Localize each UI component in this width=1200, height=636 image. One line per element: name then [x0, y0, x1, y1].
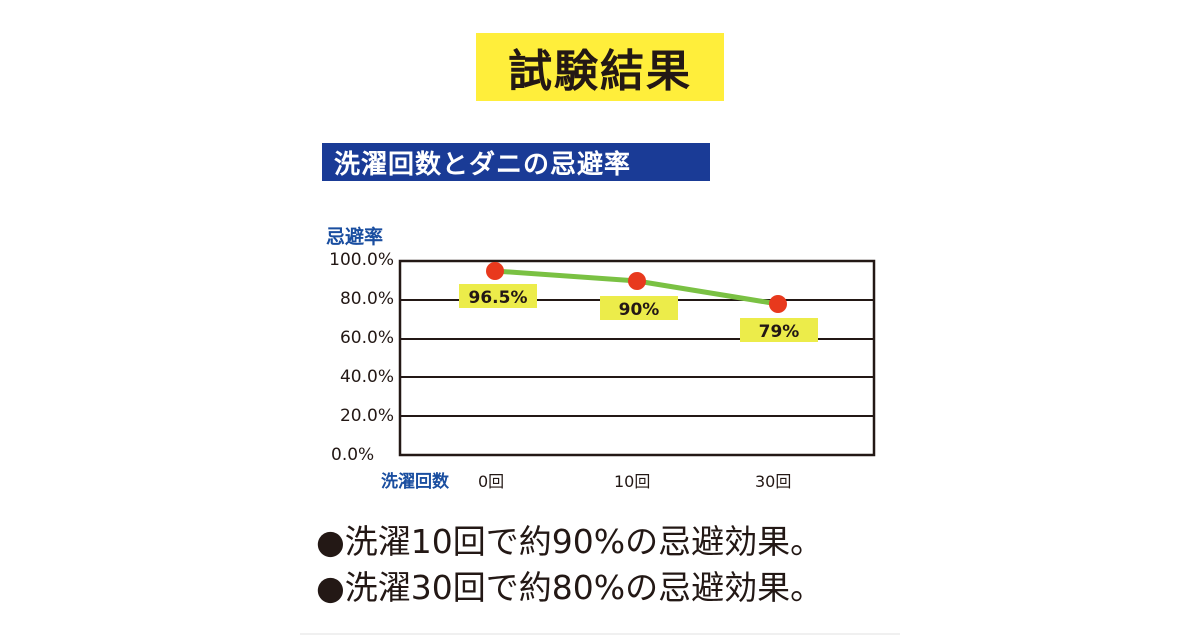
data-label-bg	[459, 284, 537, 308]
data-point-marker	[628, 272, 646, 290]
note-line: ●洗濯10回で約90%の忌避効果。	[316, 522, 824, 561]
data-point-marker	[486, 262, 504, 280]
y-tick: 0.0%	[331, 445, 375, 465]
data-label-bg	[600, 296, 678, 320]
y-tick: 100.0%	[329, 250, 394, 270]
note-line: ●洗濯30回で約80%の忌避効果。	[316, 568, 824, 607]
y-tick: 80.0%	[339, 289, 394, 309]
x-axis-label: 洗濯回数	[381, 472, 449, 492]
divider	[300, 633, 900, 635]
y-tick: 60.0%	[339, 328, 394, 348]
data-label: 90%	[619, 300, 660, 320]
chart-title: 洗濯回数とダニの忌避率	[334, 149, 632, 180]
x-tick: 10回	[614, 472, 651, 491]
data-point-marker	[769, 295, 787, 313]
chart-title-banner: 洗濯回数とダニの忌避率	[322, 143, 710, 181]
y-tick: 40.0%	[339, 367, 394, 387]
x-tick: 0回	[478, 472, 505, 491]
data-label: 96.5%	[469, 288, 528, 308]
title-banner: 試験結果	[476, 33, 724, 101]
data-label: 79%	[759, 322, 800, 342]
y-tick: 20.0%	[339, 406, 394, 426]
y-axis-label: 忌避率	[326, 226, 384, 248]
data-label-bg	[740, 318, 818, 342]
page-title: 試験結果	[508, 46, 692, 97]
x-tick: 30回	[755, 472, 792, 491]
